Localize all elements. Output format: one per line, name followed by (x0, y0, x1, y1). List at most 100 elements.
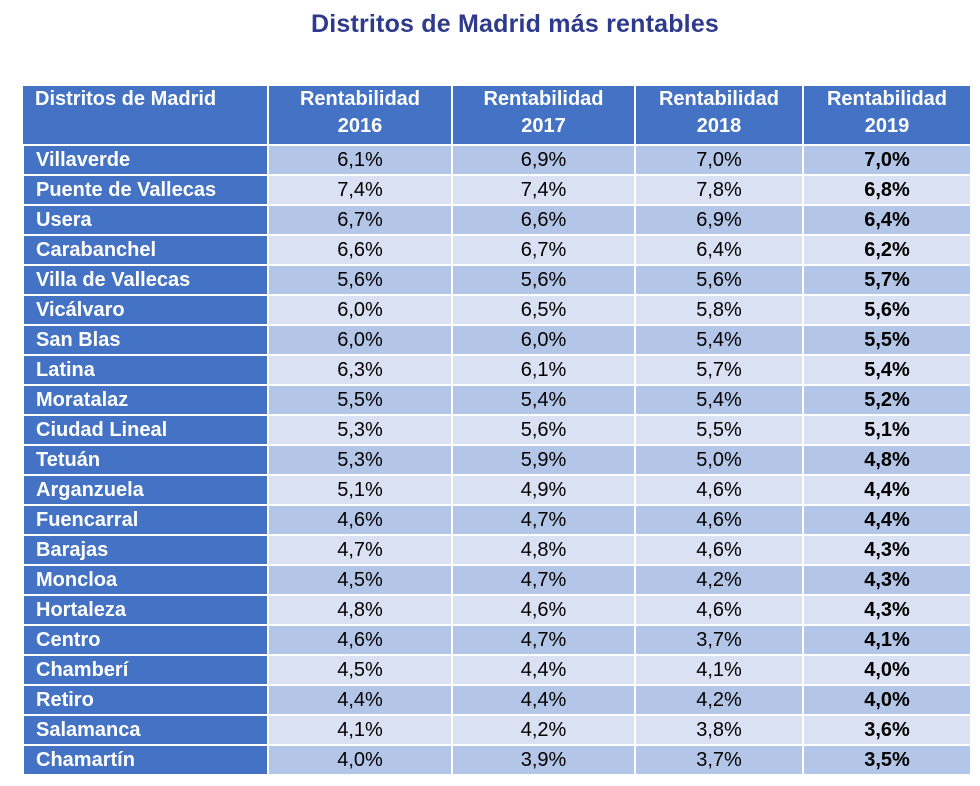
district-name: San Blas (22, 324, 269, 356)
table-row: Barajas 4,7% 4,8% 4,6% 4,3% (22, 534, 972, 566)
page-title: Distritos de Madrid más rentables (310, 10, 720, 38)
value-2017: 4,4% (451, 654, 636, 686)
value-2018: 4,6% (634, 504, 804, 536)
header-2017-line1: Rentabilidad (483, 88, 604, 110)
value-2017: 4,2% (451, 714, 636, 746)
header-row: Distritos de Madrid Rentabilidad 2016 Re… (23, 86, 972, 145)
value-2018: 4,2% (634, 684, 804, 716)
table-row: Retiro 4,4% 4,4% 4,2% 4,0% (22, 684, 972, 716)
value-2018: 5,4% (634, 384, 804, 416)
header-2018: Rentabilidad 2018 (635, 86, 804, 145)
value-2019: 5,7% (802, 264, 972, 296)
table-row: Tetuán 5,3% 5,9% 5,0% 4,8% (22, 444, 972, 476)
value-2017: 6,9% (451, 144, 636, 176)
value-2017: 6,5% (451, 294, 636, 326)
value-2019: 4,3% (802, 594, 972, 626)
value-2017: 3,9% (451, 744, 636, 776)
value-2017: 4,7% (451, 624, 636, 656)
value-2019: 5,1% (802, 414, 972, 446)
value-2018: 5,8% (634, 294, 804, 326)
value-2017: 5,6% (451, 264, 636, 296)
value-2016: 4,6% (267, 504, 453, 536)
value-2016: 6,0% (267, 324, 453, 356)
table-row: Carabanchel 6,6% 6,7% 6,4% 6,2% (22, 234, 972, 266)
value-2017: 6,6% (451, 204, 636, 236)
value-2018: 4,6% (634, 474, 804, 506)
header-2019-line1: Rentabilidad (826, 88, 947, 110)
value-2019: 4,3% (802, 564, 972, 596)
value-2017: 4,6% (451, 594, 636, 626)
value-2018: 5,4% (634, 324, 804, 356)
header-2016-line2: 2016 (337, 115, 383, 137)
district-name: Ciudad Lineal (22, 414, 269, 446)
value-2017: 4,7% (451, 564, 636, 596)
value-2018: 7,8% (634, 174, 804, 206)
value-2017: 5,6% (451, 414, 636, 446)
value-2016: 4,5% (267, 564, 453, 596)
table-row: Moncloa 4,5% 4,7% 4,2% 4,3% (22, 564, 972, 596)
header-district: Distritos de Madrid (23, 86, 269, 145)
table-row: Usera 6,7% 6,6% 6,9% 6,4% (22, 204, 972, 236)
table-row: Ciudad Lineal 5,3% 5,6% 5,5% 5,1% (22, 414, 972, 446)
value-2016: 5,1% (267, 474, 453, 506)
value-2019: 7,0% (802, 144, 972, 176)
district-name: Arganzuela (22, 474, 269, 506)
table-row: Villaverde 6,1% 6,9% 7,0% 7,0% (22, 144, 972, 176)
value-2018: 3,7% (634, 624, 804, 656)
header-2019-line2: 2019 (864, 115, 910, 137)
header-2017-line2: 2017 (521, 115, 566, 137)
value-2017: 6,1% (451, 354, 636, 386)
value-2017: 4,7% (451, 504, 636, 536)
value-2016: 4,8% (267, 594, 453, 626)
value-2017: 4,9% (451, 474, 636, 506)
value-2018: 4,6% (634, 594, 804, 626)
district-name: Carabanchel (22, 234, 269, 266)
table-row: Centro 4,6% 4,7% 3,7% 4,1% (22, 624, 972, 656)
value-2016: 4,4% (267, 684, 453, 716)
header-2017: Rentabilidad 2017 (452, 86, 636, 145)
value-2016: 5,3% (267, 444, 453, 476)
district-name: Villa de Vallecas (22, 264, 269, 296)
table-row: Moratalaz 5,5% 5,4% 5,4% 5,2% (22, 384, 972, 416)
value-2016: 6,6% (267, 234, 453, 266)
value-2018: 4,1% (634, 654, 804, 686)
value-2018: 5,5% (634, 414, 804, 446)
district-name: Fuencarral (22, 504, 269, 536)
value-2018: 3,7% (634, 744, 804, 776)
table-row: San Blas 6,0% 6,0% 5,4% 5,5% (22, 324, 972, 356)
header-2016: Rentabilidad 2016 (268, 86, 453, 145)
value-2017: 4,4% (451, 684, 636, 716)
value-2019: 4,4% (802, 474, 972, 506)
district-name: Retiro (22, 684, 269, 716)
value-2018: 5,0% (634, 444, 804, 476)
header-district-label: Distritos de Madrid (35, 88, 217, 110)
value-2019: 3,5% (802, 744, 972, 776)
district-name: Salamanca (22, 714, 269, 746)
district-name: Vicálvaro (22, 294, 269, 326)
district-name: Centro (22, 624, 269, 656)
value-2016: 6,0% (267, 294, 453, 326)
table-row: Vicálvaro 6,0% 6,5% 5,8% 5,6% (22, 294, 972, 326)
district-name: Chamartín (22, 744, 269, 776)
value-2016: 5,3% (267, 414, 453, 446)
header-2018-line1: Rentabilidad (658, 88, 779, 110)
district-name: Villaverde (22, 144, 269, 176)
value-2019: 5,2% (802, 384, 972, 416)
header-2016-line1: Rentabilidad (299, 88, 420, 110)
value-2017: 4,8% (451, 534, 636, 566)
value-2018: 4,2% (634, 564, 804, 596)
value-2018: 6,4% (634, 234, 804, 266)
table-row: Salamanca 4,1% 4,2% 3,8% 3,6% (22, 714, 972, 746)
table-row: Fuencarral 4,6% 4,7% 4,6% 4,4% (22, 504, 972, 536)
table-row: Hortaleza 4,8% 4,6% 4,6% 4,3% (22, 594, 972, 626)
value-2018: 7,0% (634, 144, 804, 176)
district-name: Barajas (22, 534, 269, 566)
value-2019: 3,6% (802, 714, 972, 746)
value-2019: 4,0% (802, 654, 972, 686)
rentability-table: Distritos de Madrid Rentabilidad 2016 Re… (22, 86, 972, 776)
value-2019: 4,0% (802, 684, 972, 716)
value-2018: 5,7% (634, 354, 804, 386)
value-2019: 4,3% (802, 534, 972, 566)
district-name: Hortaleza (22, 594, 269, 626)
value-2016: 4,0% (267, 744, 453, 776)
